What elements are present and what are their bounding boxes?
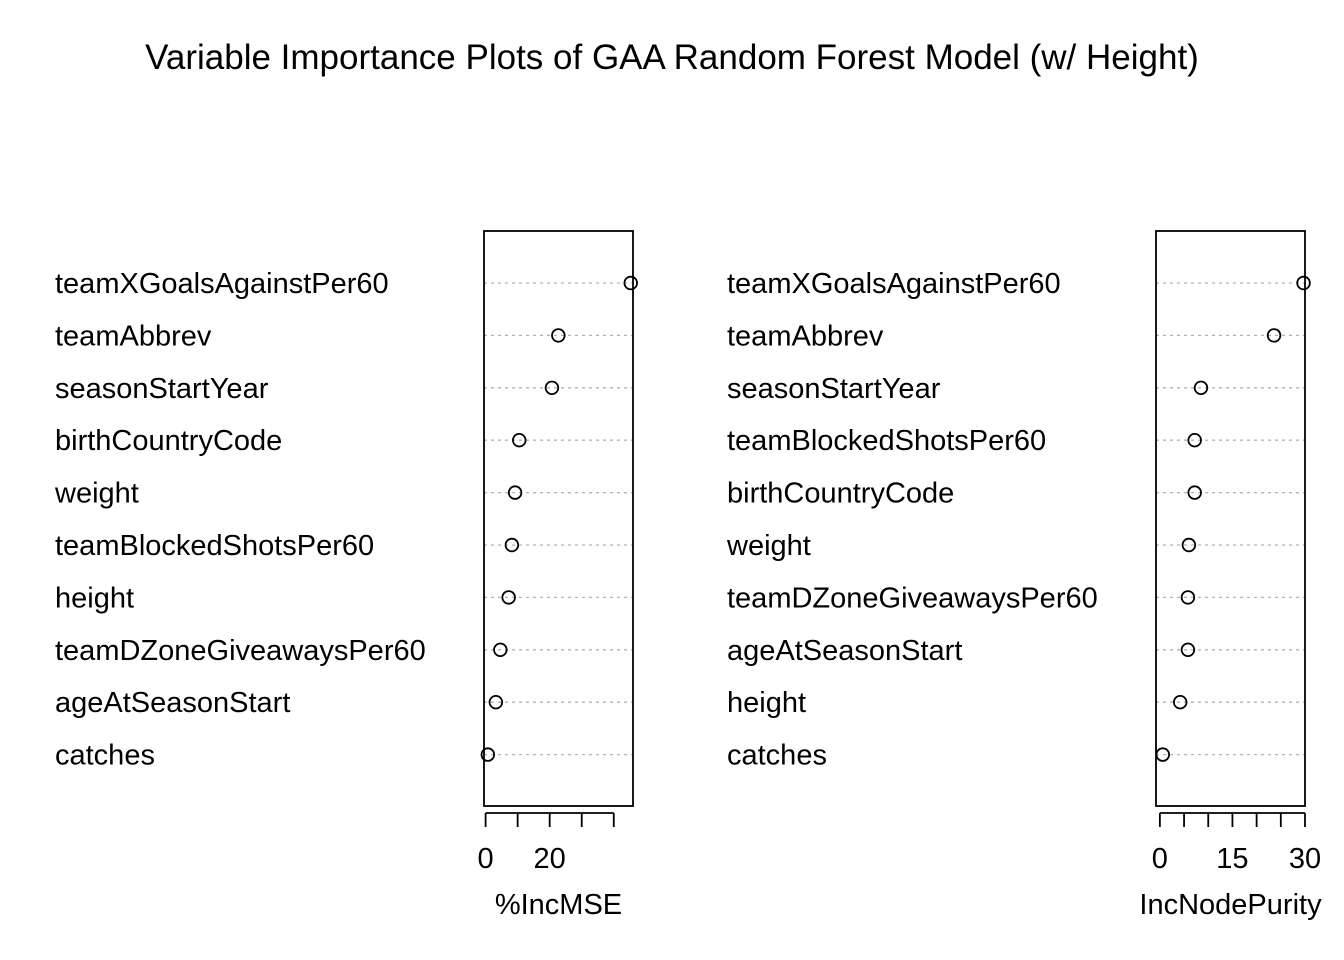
importance-point (493, 642, 508, 658)
plot-frame (1155, 230, 1306, 807)
variable-label: teamAbbrev (55, 320, 212, 352)
variable-label: height (55, 582, 134, 614)
variable-label: teamBlockedShotsPer60 (55, 530, 374, 562)
variable-label: teamXGoalsAgainstPer60 (55, 268, 389, 300)
panel-incmse: teamXGoalsAgainstPer60 teamAbbrev seasonSt… (54, 230, 638, 921)
x-tick-label: 30 (1289, 843, 1321, 875)
x-axis-title: %IncMSE (495, 889, 622, 921)
variable-label: catches (727, 740, 827, 772)
x-tick-label: 15 (1216, 843, 1248, 875)
variable-label: birthCountryCode (55, 425, 282, 457)
variable-label: teamDZoneGiveawaysPer60 (727, 582, 1098, 614)
importance-point (504, 537, 520, 553)
importance-point (1187, 433, 1202, 448)
variable-label: catches (55, 740, 155, 772)
importance-point (488, 695, 504, 710)
importance-point (1187, 485, 1202, 500)
plot-frame (483, 230, 634, 807)
importance-point (480, 747, 496, 762)
variable-label: teamDZoneGiveawaysPer60 (55, 635, 426, 667)
importance-point (551, 328, 566, 343)
variable-label: seasonStartYear (55, 373, 269, 405)
variable-label: height (727, 687, 806, 719)
x-tick-label: 0 (1152, 843, 1168, 875)
variable-label: seasonStartYear (727, 373, 941, 405)
importance-point (1180, 642, 1196, 658)
chart-title: Variable Importance Plots of GAA Random … (145, 38, 1199, 77)
variable-label: weight (54, 478, 139, 510)
variable-label: teamBlockedShotsPer60 (727, 425, 1046, 457)
x-tick-label: 0 (478, 843, 494, 875)
importance-point (1180, 590, 1196, 605)
panel-incnodepurity: teamXGoalsAgainstPer60 teamAbbrev seasonSt… (726, 230, 1322, 921)
importance-point (544, 380, 560, 396)
importance-point (1172, 695, 1188, 710)
importance-point (1193, 380, 1209, 396)
importance-point (1266, 328, 1282, 343)
importance-point (1296, 275, 1311, 291)
importance-point (623, 275, 638, 291)
variable-label: teamAbbrev (727, 320, 884, 352)
variable-label: teamXGoalsAgainstPer60 (727, 268, 1061, 300)
importance-point (501, 590, 516, 605)
importance-point (507, 485, 523, 500)
x-axis-title: IncNodePurity (1139, 889, 1322, 921)
importance-point (512, 433, 527, 448)
variable-label: birthCountryCode (727, 478, 954, 510)
x-tick-label: 20 (534, 843, 566, 875)
importance-point (1181, 537, 1197, 553)
variable-label: weight (726, 530, 811, 562)
variable-label: ageAtSeasonStart (727, 635, 962, 667)
variable-label: ageAtSeasonStart (55, 687, 290, 719)
